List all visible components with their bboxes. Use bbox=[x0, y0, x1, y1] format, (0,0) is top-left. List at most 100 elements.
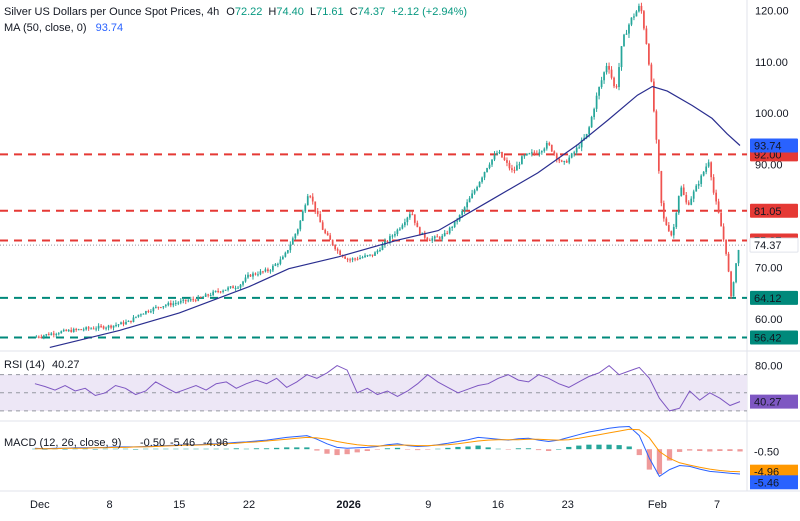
candle-body-up bbox=[269, 270, 272, 272]
candle-body-up bbox=[481, 177, 483, 182]
candle-body-down bbox=[657, 139, 660, 172]
price-axis-tick: 70.00 bbox=[755, 263, 783, 275]
candle-body-up bbox=[496, 153, 498, 155]
candle-body-down bbox=[640, 5, 643, 12]
macd-histogram-bar bbox=[616, 445, 622, 450]
candle-body-up bbox=[259, 271, 262, 275]
candle-body-down bbox=[349, 259, 351, 261]
candle-body-up bbox=[453, 221, 456, 227]
candle-body-up bbox=[486, 168, 488, 173]
candle-body-up bbox=[404, 222, 406, 226]
macd-histogram-bar bbox=[92, 449, 98, 450]
candle-body-down bbox=[727, 253, 730, 272]
candle-body-up bbox=[408, 214, 411, 218]
candle-body-down bbox=[326, 233, 329, 236]
candle-body-up bbox=[179, 300, 182, 303]
macd-histogram-bar bbox=[82, 448, 88, 450]
ma-legend-label: MA (50, close, 0) bbox=[4, 22, 87, 34]
candle-body-up bbox=[677, 196, 680, 214]
candle-body-up bbox=[137, 314, 140, 317]
candle-body-down bbox=[192, 299, 195, 301]
candle-body-up bbox=[630, 17, 633, 25]
candle-body-up bbox=[700, 175, 703, 184]
candle-body-up bbox=[212, 291, 215, 296]
candle-body-down bbox=[725, 239, 727, 254]
macd-histogram-bar bbox=[253, 448, 260, 450]
candle-body-up bbox=[150, 311, 152, 313]
time-axis-tick: 8 bbox=[106, 499, 112, 511]
candle-body-up bbox=[299, 220, 302, 230]
candle-body-up bbox=[279, 259, 282, 264]
macd-histogram-bar bbox=[314, 449, 320, 451]
candle-body-up bbox=[296, 229, 299, 234]
candle-body-down bbox=[722, 226, 725, 240]
candle-body-up bbox=[45, 334, 48, 336]
candle-body-up bbox=[476, 187, 478, 191]
candle-body-up bbox=[672, 227, 675, 236]
candle-body-up bbox=[623, 34, 625, 47]
macd-histogram-bar bbox=[596, 444, 602, 450]
candle-body-down bbox=[386, 241, 389, 243]
candle-body-down bbox=[331, 239, 334, 245]
candle-body-up bbox=[498, 151, 501, 154]
candle-body-down bbox=[428, 240, 431, 242]
candle-body-up bbox=[189, 299, 192, 301]
candle-body-up bbox=[252, 273, 254, 277]
candle-body-up bbox=[530, 152, 533, 154]
ma-legend: MA (50, close, 0) 93.74 bbox=[4, 22, 123, 34]
candle-body-down bbox=[40, 336, 43, 338]
price-axis-tick: 100.00 bbox=[755, 108, 789, 120]
macd-histogram-bar bbox=[263, 448, 270, 450]
candle-body-up bbox=[448, 227, 451, 234]
macd-histogram-bar bbox=[324, 449, 330, 454]
candle-body-up bbox=[242, 281, 244, 285]
candle-body-down bbox=[87, 327, 90, 329]
candle-body-down bbox=[147, 311, 150, 313]
macd-histogram-bar bbox=[193, 448, 199, 450]
candle-body-up bbox=[50, 333, 53, 336]
candle-body-up bbox=[468, 198, 471, 203]
ohlc-close-value: 74.37 bbox=[357, 6, 386, 18]
macd-histogram-bar bbox=[707, 449, 713, 452]
candle-body-down bbox=[553, 151, 556, 154]
candle-body-up bbox=[112, 325, 115, 328]
time-axis-tick: 7 bbox=[714, 499, 720, 511]
macd-histogram-bar bbox=[465, 446, 471, 450]
candle-body-down bbox=[169, 302, 172, 306]
rsi-axis-tick: 80.00 bbox=[755, 361, 783, 373]
macd-histogram-bar bbox=[646, 449, 652, 470]
macd-histogram-bar bbox=[435, 448, 441, 450]
candle-body-down bbox=[643, 11, 645, 29]
candle-body-up bbox=[62, 329, 65, 332]
price-change: +2.12 (+2.94%) bbox=[391, 6, 468, 18]
rsi-band bbox=[0, 374, 747, 411]
candle-body-up bbox=[239, 284, 242, 288]
macd-histogram-bar bbox=[737, 449, 743, 452]
candle-body-up bbox=[77, 329, 80, 331]
candle-body-down bbox=[356, 258, 359, 260]
candle-body-up bbox=[85, 327, 88, 330]
candle-body-down bbox=[207, 294, 210, 296]
macd-histogram-bar bbox=[676, 449, 683, 452]
macd-histogram-bar bbox=[727, 449, 733, 452]
candle-body-down bbox=[608, 65, 610, 70]
candle-body-down bbox=[102, 326, 105, 329]
candle-body-up bbox=[528, 153, 531, 155]
candle-body-up bbox=[164, 305, 167, 307]
candle-body-up bbox=[247, 274, 249, 278]
candle-body-up bbox=[580, 140, 583, 148]
candle-body-up bbox=[399, 228, 401, 230]
resistance-price-tag: 81.05 bbox=[754, 206, 782, 218]
rsi-line bbox=[34, 364, 741, 412]
chart-title: Silver US Dollars per Ounce Spot Prices,… bbox=[4, 6, 220, 18]
macd-line bbox=[34, 425, 741, 478]
macd-histogram-bar bbox=[415, 449, 421, 451]
candle-body-up bbox=[177, 302, 180, 304]
candle-body-down bbox=[184, 299, 187, 302]
candle-body-up bbox=[540, 151, 543, 153]
candle-body-down bbox=[346, 258, 349, 260]
candle-body-up bbox=[625, 33, 628, 35]
macd-histogram-bar bbox=[243, 448, 250, 450]
candle-body-down bbox=[249, 274, 252, 277]
